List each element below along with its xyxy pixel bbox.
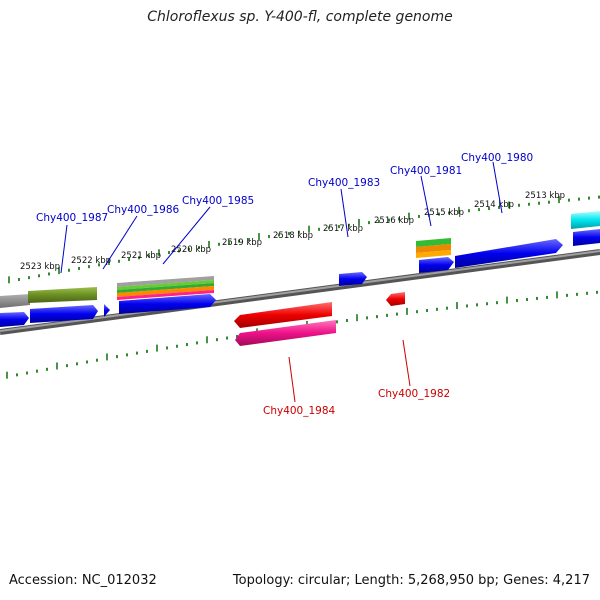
gene-label-forward: Chy400_1986 (107, 204, 180, 216)
kbp-label: 2517 kbp (323, 224, 363, 234)
kbp-label: 2520 kbp (171, 245, 211, 255)
kbp-label: 2516 kbp (374, 216, 414, 226)
kbp-label: 2513 kbp (525, 191, 565, 201)
gene-arrow (573, 229, 600, 246)
kbp-label: 2515 kbp (424, 208, 464, 218)
gene-label-forward: Chy400_1981 (390, 165, 462, 177)
kbp-label: 2519 kbp (222, 238, 262, 248)
gene-arrow (571, 211, 600, 229)
feature-stack-2515 (416, 238, 451, 258)
gene-label-reverse: Chy400_1984 (263, 405, 336, 417)
kbp-scale-labels: 2523 kbp 2522 kbp 2521 kbp 2520 kbp 2519… (20, 191, 565, 272)
kbp-label: 2514 kbp (474, 200, 514, 210)
topology-info: Topology: circular; Length: 5,268,950 bp… (232, 573, 590, 588)
feature-band-left (0, 287, 97, 308)
kbp-label: 2522 kbp (71, 256, 111, 266)
kbp-label: 2523 kbp (20, 262, 60, 272)
gene-arrow (419, 257, 454, 273)
gene-arrow (104, 304, 110, 317)
accession-info: Accession: NC_012032 (9, 573, 157, 588)
gene-label-reverse: Chy400_1982 (378, 388, 450, 400)
gene-arrow (235, 320, 336, 346)
forward-genes (0, 211, 600, 327)
gene-label-forward: Chy400_1983 (308, 177, 380, 189)
gene-arrow (339, 272, 367, 286)
kbp-label: 2518 kbp (273, 231, 313, 241)
gene-label-forward: Chy400_1987 (36, 212, 108, 224)
gene-arrow (234, 302, 332, 328)
gene-label-forward: Chy400_1985 (182, 195, 254, 207)
gene-arrow (0, 312, 29, 327)
genome-title: Chloroflexus sp. Y-400-fl, complete geno… (147, 9, 453, 25)
gene-labels: Chy400_1987 Chy400_1986 Chy400_1985 Chy4… (36, 152, 533, 417)
gene-label-forward: Chy400_1980 (461, 152, 533, 164)
gene-arrow (30, 305, 98, 323)
gene-arrow (455, 239, 563, 268)
gene-arrow (119, 294, 216, 314)
reverse-genes (234, 292, 405, 346)
kbp-tick-row-forward (8, 195, 600, 284)
gene-arrow (386, 292, 405, 306)
feature-stack-2520 (117, 276, 214, 300)
kbp-label: 2521 kbp (121, 251, 161, 261)
